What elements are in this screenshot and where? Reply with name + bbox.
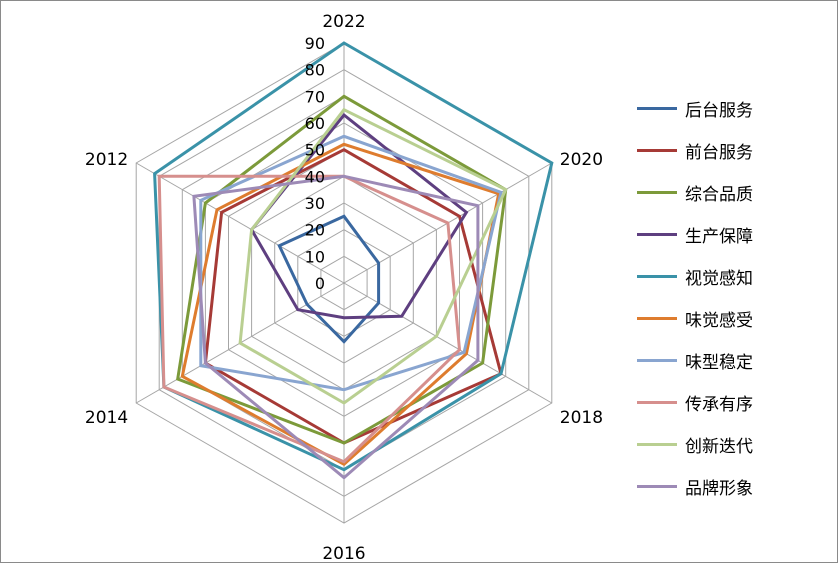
legend-label: 综合品质 [685,184,753,205]
series-line-8 [157,174,462,464]
legend-swatch [637,148,677,152]
legend-label: 视觉感知 [685,268,753,289]
legend-swatch [637,484,677,488]
legend-swatch [637,106,677,110]
legend-swatch [637,358,677,362]
series-layer [153,41,554,480]
legend-item-2: 前台服务 [637,129,827,171]
legend-item-8: 传承有序 [637,381,827,423]
legend-swatch [637,442,677,446]
legend-swatch [637,232,677,236]
legend-swatch [637,400,677,404]
series-line-1 [277,214,381,344]
legend-label: 味型稳定 [685,352,753,373]
legend-swatch [637,190,677,194]
category-label-2020: 2020 [560,150,603,170]
legend-item-9: 创新迭代 [637,423,827,465]
category-label-2016: 2016 [322,544,365,562]
legend-item-5: 视觉感知 [637,255,827,297]
legend-label: 后台服务 [685,100,753,121]
axis-labels: 2022 2020 2018 2016 2014 2012 [85,12,603,562]
legend-item-10: 品牌形象 [637,465,827,507]
series-line-6 [180,142,501,467]
legend-item-4: 生产保障 [637,213,827,255]
tick-label: 80 [305,61,325,80]
legend-item-3: 综合品质 [637,171,827,213]
category-label-2018: 2018 [560,408,603,428]
tick-label: 10 [305,247,325,266]
legend-label: 传承有序 [685,394,753,415]
tick-label: 40 [305,167,325,186]
series-line-5 [153,41,554,472]
series-line-10 [192,174,480,480]
tick-labels: 0 10 20 30 40 50 60 70 80 90 [305,34,325,293]
legend-label: 品牌形象 [685,478,753,499]
category-label-2022: 2022 [322,12,365,32]
tick-label: 50 [305,141,325,160]
tick-label: 20 [305,221,325,240]
legend-item-6: 味觉感受 [637,297,827,339]
spoke-2012 [135,162,345,284]
legend-label: 生产保障 [685,226,753,247]
legend-label: 创新迭代 [685,436,753,457]
tick-label: 30 [305,194,325,213]
tick-label: 90 [305,34,325,53]
tick-label: 70 [305,87,325,106]
series-line-9 [238,107,508,405]
category-label-2014: 2014 [85,408,128,428]
legend-swatch [637,274,677,278]
series-line-3 [176,94,508,445]
legend-item-7: 味型稳定 [637,339,827,381]
legend-label: 味觉感受 [685,310,753,331]
tick-label: 60 [305,114,325,133]
series-line-7 [199,134,503,392]
legend: 后台服务前台服务综合品质生产保障视觉感知味觉感受味型稳定传承有序创新迭代品牌形象 [637,87,827,507]
tick-label: 0 [315,274,325,293]
legend-label: 前台服务 [685,142,753,163]
legend-item-1: 后台服务 [637,87,827,129]
category-label-2012: 2012 [85,150,128,170]
legend-swatch [637,316,677,320]
